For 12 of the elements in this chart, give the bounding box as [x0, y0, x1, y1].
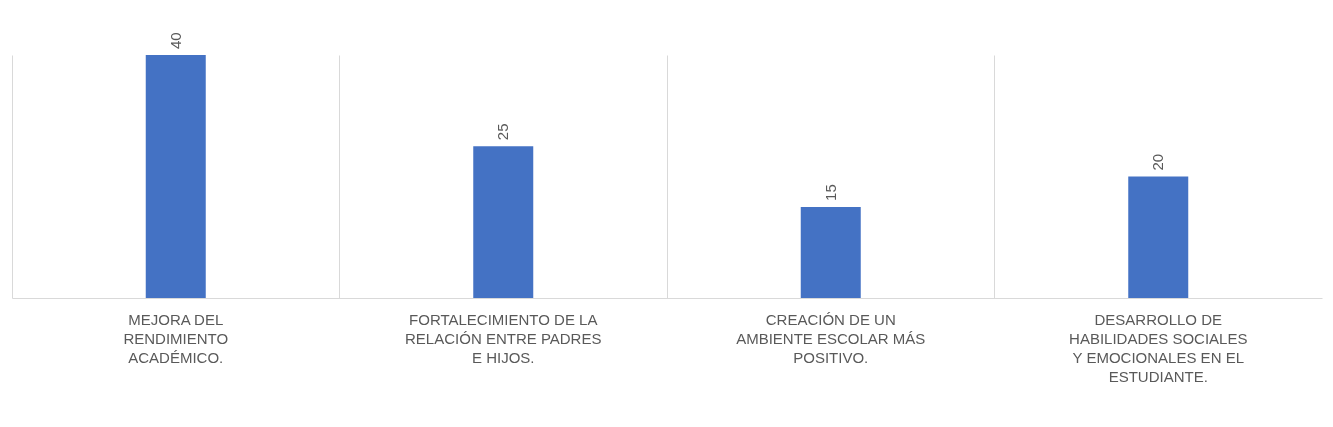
bar: [800, 206, 861, 298]
data-label: 20: [1149, 153, 1167, 171]
data-label: 40: [166, 32, 184, 49]
data-label: 25: [494, 123, 512, 141]
data-label: 15: [821, 184, 839, 201]
bar: [1128, 176, 1189, 298]
bar: [145, 55, 206, 298]
x-tick-label: MEJORA DEL RENDIMIENTO ACADÉMICO.: [123, 310, 229, 366]
x-tick-label: CREACIÓN DE UN AMBIENTE ESCOLAR MÁS POSITIVO.: [736, 310, 926, 366]
x-tick-label: FORTALECIMIENTO DE LA RELACIÓN ENTRE PADRES E HIJOS.: [405, 310, 602, 366]
x-tick-label: DESARROLLO DE HABILIDADES SOCIALES Y EMOCIONALES EN EL ESTUDIANTE.: [1069, 310, 1248, 385]
bar: [473, 146, 534, 298]
